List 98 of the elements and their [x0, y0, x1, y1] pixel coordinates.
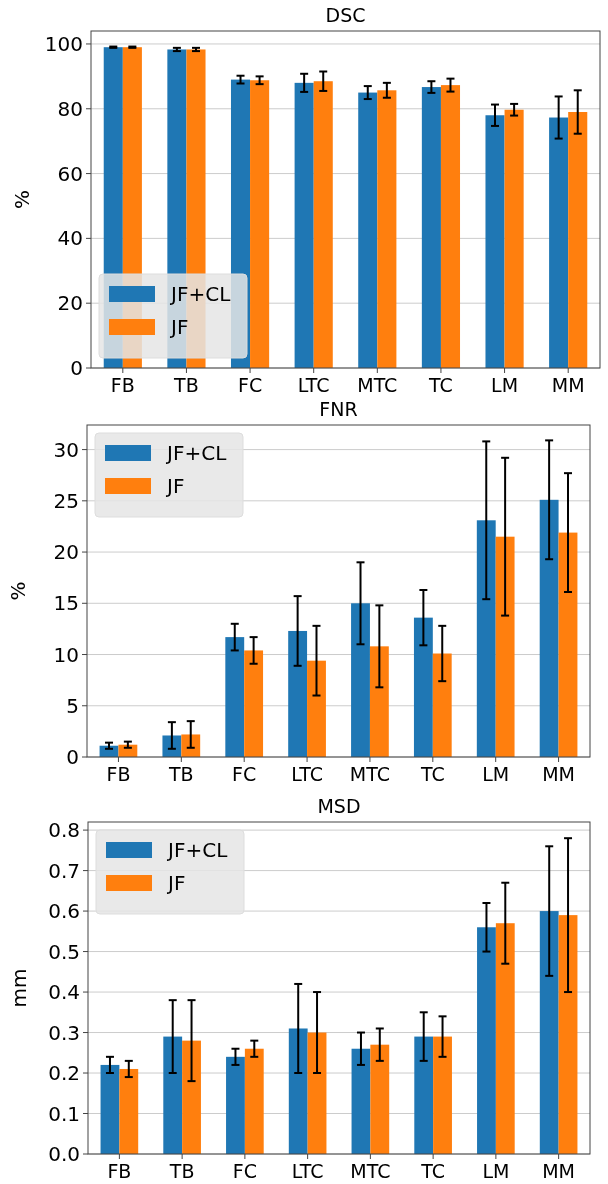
bar — [477, 927, 496, 1154]
bar — [558, 915, 578, 1154]
bar — [549, 117, 569, 368]
x-tick-label: MM — [542, 1160, 576, 1182]
bar — [485, 115, 505, 368]
y-tick-label: 0.3 — [48, 1020, 80, 1045]
x-tick-label: FC — [232, 763, 257, 785]
x-tick-label: TB — [173, 374, 199, 396]
y-tick-label: 20 — [57, 291, 83, 316]
bar — [250, 80, 270, 368]
bar — [413, 617, 433, 757]
y-tick-label: 20 — [53, 540, 79, 565]
x-tick-label: MTC — [357, 374, 398, 396]
bar — [369, 646, 389, 757]
x-tick-label: MM — [542, 763, 575, 785]
bar — [288, 1028, 308, 1154]
y-tick-label: 15 — [53, 591, 79, 616]
chart-title: DSC — [325, 4, 366, 26]
bar — [163, 1036, 183, 1154]
bar — [539, 499, 559, 757]
bar — [568, 112, 588, 368]
y-tick-label: 0 — [66, 745, 79, 769]
x-tick-label: FB — [106, 763, 131, 785]
legend-label: JF — [166, 871, 186, 895]
y-tick-label: 0.4 — [48, 980, 80, 1005]
y-tick-label: 0.1 — [48, 1101, 80, 1126]
bar — [226, 1056, 245, 1154]
y-tick-label: 30 — [53, 437, 79, 462]
x-tick-label: TB — [167, 763, 194, 785]
bar — [313, 81, 333, 368]
bar — [558, 532, 578, 757]
x-tick-label: LTC — [291, 763, 323, 785]
y-axis-title: % — [6, 581, 30, 601]
x-tick-label: MTC — [349, 763, 391, 785]
x-tick-label: LTC — [291, 1160, 324, 1182]
x-tick-label: LM — [482, 1160, 510, 1182]
x-tick-label: TC — [428, 374, 453, 396]
bar — [351, 603, 370, 757]
bar — [100, 1064, 120, 1154]
bar — [432, 653, 452, 757]
legend-label: JF — [165, 474, 185, 498]
x-tick-label: TB — [168, 1160, 195, 1182]
bar — [294, 82, 314, 368]
legend-label: JF+CL — [165, 441, 228, 465]
bar — [370, 1044, 390, 1154]
x-tick-label: TC — [419, 763, 445, 785]
bar — [421, 87, 441, 368]
bar — [351, 1048, 371, 1154]
y-tick-label: 0.2 — [48, 1061, 80, 1086]
y-axis-title: % — [10, 189, 34, 210]
bar — [495, 923, 515, 1154]
bar — [244, 650, 264, 757]
chart-title: FNR — [319, 398, 358, 420]
y-tick-label: 10 — [53, 642, 79, 667]
bar — [377, 90, 397, 368]
x-tick-label: MM — [551, 374, 585, 396]
y-tick-label: 0.0 — [48, 1142, 80, 1166]
y-tick-label: 60 — [57, 161, 83, 186]
chart-title: MSD — [317, 795, 361, 817]
bar — [495, 536, 515, 757]
bar — [539, 911, 559, 1154]
bar — [307, 660, 326, 757]
bar — [225, 637, 245, 757]
bar — [440, 85, 461, 368]
y-axis-title: mm — [7, 968, 31, 1008]
y-tick-label: 0.6 — [48, 899, 80, 924]
bar — [181, 734, 201, 757]
bar — [244, 1048, 264, 1154]
y-tick-label: 25 — [53, 488, 79, 513]
x-tick-label: LTC — [297, 374, 330, 396]
y-tick-label: 100 — [44, 31, 83, 56]
x-tick-label: FC — [237, 374, 263, 396]
bar — [476, 520, 496, 757]
bar — [504, 109, 524, 368]
x-tick-label: LM — [482, 763, 510, 785]
bar — [414, 1036, 434, 1154]
bar — [358, 92, 378, 368]
x-tick-label: MTC — [350, 1160, 391, 1182]
y-tick-label: 40 — [57, 226, 83, 251]
x-tick-label: FB — [110, 374, 135, 396]
legend-label: JF — [169, 315, 189, 339]
y-tick-label: 5 — [66, 693, 79, 718]
bar — [433, 1036, 452, 1154]
x-tick-label: LM — [491, 374, 519, 396]
y-tick-label: 0.8 — [48, 818, 80, 843]
bar — [307, 1032, 327, 1154]
bar — [288, 630, 308, 757]
y-tick-label: 0.5 — [48, 939, 80, 964]
y-tick-label: 0 — [70, 356, 83, 380]
bar — [182, 1040, 201, 1154]
legend-label: JF+CL — [169, 282, 232, 306]
x-tick-label: FC — [232, 1160, 257, 1182]
x-tick-label: FB — [107, 1160, 132, 1182]
y-tick-label: 80 — [57, 96, 83, 121]
bar — [119, 1068, 139, 1154]
x-tick-label: TC — [420, 1160, 446, 1182]
y-tick-label: 0.7 — [48, 858, 80, 883]
legend-label: JF+CL — [166, 838, 229, 862]
